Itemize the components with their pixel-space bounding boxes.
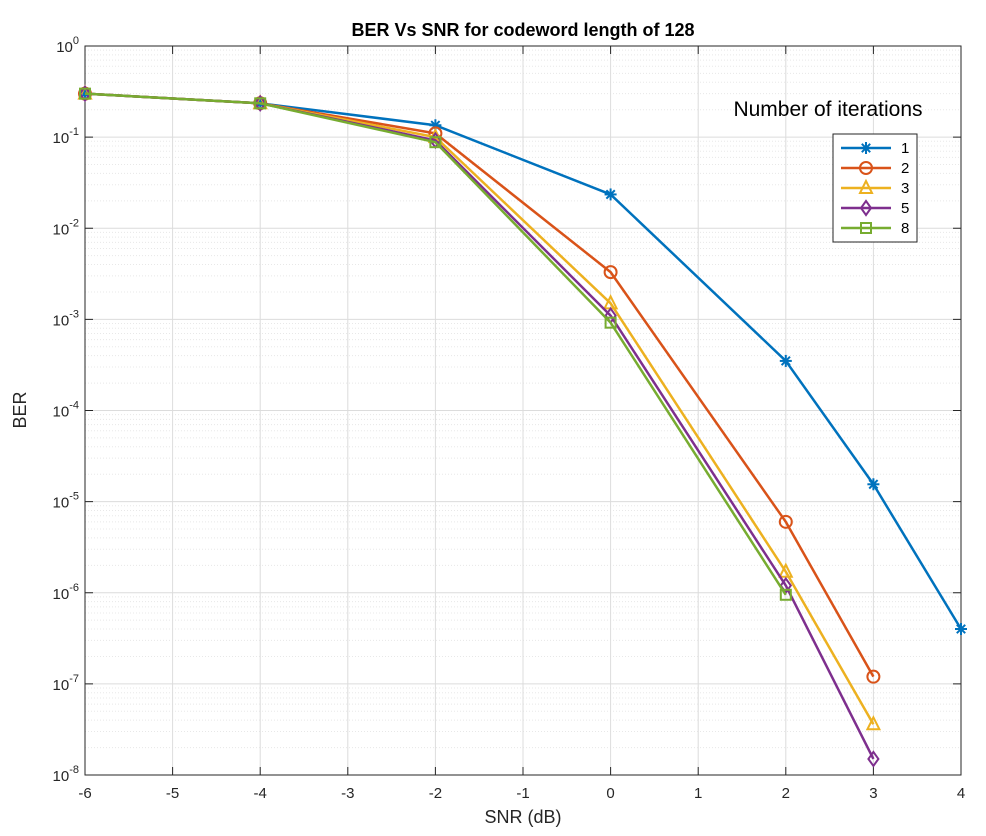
data-point	[254, 97, 267, 110]
y-tick-label-exponent: -2	[69, 217, 79, 229]
data-point	[779, 588, 792, 601]
legend-marker	[858, 178, 874, 194]
series-lines	[77, 84, 967, 768]
y-axis-title: BER	[10, 391, 30, 428]
legend-label: 8	[901, 220, 909, 237]
y-tick-label-exponent: -3	[69, 308, 79, 320]
legend-label: 2	[901, 160, 909, 177]
y-tick-label-base: 10	[53, 404, 70, 421]
data-point	[604, 188, 617, 201]
series-8	[79, 87, 792, 601]
x-tick-label: -2	[429, 785, 442, 802]
legend-entry-2: 2	[841, 160, 909, 177]
y-tick-label-base: 10	[53, 495, 70, 512]
x-tick-label: -1	[516, 785, 529, 802]
x-tick-label: 2	[782, 785, 790, 802]
legend-label: 1	[901, 140, 909, 157]
data-point	[867, 478, 880, 491]
data-point	[78, 84, 92, 103]
marker-stroke	[956, 624, 966, 634]
data-point	[79, 87, 91, 100]
marker-stroke	[605, 189, 616, 200]
legend-label: 5	[901, 200, 909, 217]
data-point	[778, 514, 793, 529]
x-tick-label: -4	[254, 785, 267, 802]
data-point	[253, 94, 267, 113]
legend-title: Number of iterations	[733, 98, 922, 121]
y-tick-label: 10-3	[53, 308, 79, 329]
x-axis-title: SNR (dB)	[484, 807, 561, 827]
legend-marker	[859, 199, 873, 217]
x-tick-label: -3	[341, 785, 354, 802]
marker-stroke	[868, 479, 879, 490]
data-point	[603, 265, 618, 280]
legend-entry-5: 5	[841, 199, 909, 217]
legend-label: 3	[901, 180, 909, 197]
marker-stroke	[861, 143, 871, 153]
data-point	[866, 669, 881, 684]
y-tick-label: 100	[56, 35, 79, 56]
x-tick-label: 3	[869, 785, 877, 802]
y-tick-label: 10-2	[53, 217, 79, 238]
x-tick-label: 4	[957, 785, 965, 802]
data-point	[955, 623, 967, 636]
y-tick-label-exponent: -5	[69, 491, 79, 503]
data-point	[778, 562, 794, 578]
axes: -6 -5 -4 -3 -2 -1 0 1 2 3 410010-110-210-310-410-5…	[53, 35, 966, 802]
grid	[84, 45, 962, 776]
y-tick-label-base: 10	[53, 677, 70, 694]
y-tick-label: 10-7	[53, 673, 79, 694]
y-tick-label: 10-4	[53, 400, 79, 421]
y-tick-label-base: 10	[56, 39, 73, 56]
series-line	[84, 92, 787, 596]
y-tick-label-exponent: -8	[69, 764, 79, 776]
chart-title: BER Vs SNR for codeword length of 128	[351, 20, 694, 40]
legend: 1 2 3 5 8	[832, 133, 918, 243]
legend-entry-8: 8	[841, 220, 909, 237]
y-tick-label-base: 10	[53, 130, 70, 147]
data-point	[865, 715, 882, 731]
data-point	[604, 316, 617, 329]
y-tick-label: 10-5	[53, 491, 79, 512]
y-tick-label-exponent: -6	[69, 582, 79, 594]
x-tick-label: -6	[78, 785, 91, 802]
y-tick-label: 10-6	[53, 582, 79, 603]
y-tick-label: 10-1	[53, 126, 79, 147]
y-tick-label-exponent: -7	[69, 673, 79, 685]
y-tick-label: 10-8	[53, 764, 79, 785]
data-point	[867, 750, 880, 768]
x-tick-label: 1	[694, 785, 702, 802]
marker-stroke	[780, 356, 791, 366]
y-tick-label-exponent: 0	[73, 35, 79, 47]
x-tick-label: 0	[606, 785, 614, 802]
y-tick-label-exponent: -4	[69, 400, 79, 412]
y-tick-label-base: 10	[53, 221, 70, 238]
data-point	[429, 136, 442, 149]
legend-marker	[860, 142, 872, 154]
legend-marker	[860, 222, 872, 234]
legend-entry-3: 3	[841, 178, 909, 197]
data-point	[779, 354, 792, 367]
y-tick-label-exponent: -1	[69, 126, 79, 138]
y-tick-label-base: 10	[53, 768, 70, 785]
y-tick-label-base: 10	[53, 312, 70, 329]
legend-entry-1: 1	[841, 140, 909, 157]
y-tick-label-base: 10	[53, 586, 70, 603]
x-tick-label: -5	[166, 785, 179, 802]
legend-marker	[859, 161, 873, 175]
